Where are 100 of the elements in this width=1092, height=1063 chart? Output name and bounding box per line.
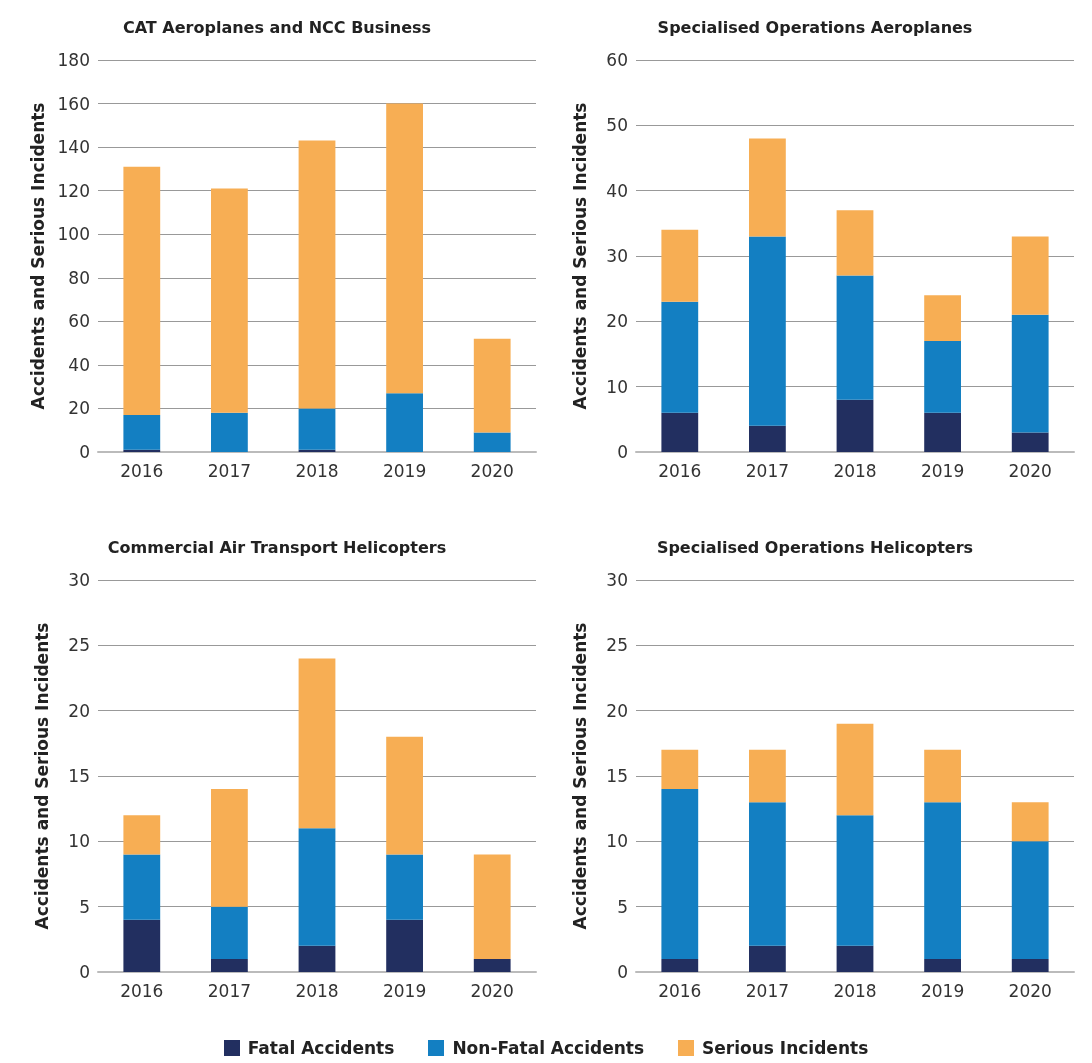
y-tick-label: 100	[57, 224, 90, 245]
y-tick-label: 180	[57, 50, 90, 70]
bar	[749, 749, 786, 803]
bar	[836, 210, 874, 276]
bar	[123, 815, 161, 855]
bar	[123, 166, 161, 415]
bar	[298, 828, 336, 946]
x-tick-label: 2016	[120, 980, 164, 1001]
bar	[749, 236, 786, 426]
x-tick-label: 2020	[1008, 460, 1052, 481]
bar	[211, 789, 248, 907]
bar	[298, 449, 336, 452]
bar	[924, 802, 961, 959]
y-tick-label: 15	[68, 766, 90, 786]
y-tick-label: 30	[606, 570, 628, 590]
x-tick-label: 2019	[920, 980, 965, 1001]
bar	[661, 958, 699, 972]
bar	[473, 958, 511, 972]
legend-label: Non-Fatal Accidents	[452, 1038, 645, 1058]
y-tick-label: 80	[68, 267, 90, 288]
bar	[1011, 958, 1049, 972]
bar	[1011, 432, 1049, 452]
y-tick-label: 20	[606, 700, 628, 721]
y-tick-label: 50	[606, 115, 628, 136]
x-tick-label: 2016	[658, 980, 702, 1001]
legend-label: Fatal Accidents	[247, 1038, 395, 1058]
bar	[211, 906, 248, 959]
y-tick-label: 40	[606, 180, 628, 201]
y-tick-label: 5	[617, 896, 628, 917]
bar	[1011, 236, 1049, 315]
x-tick-label: 2019	[382, 460, 427, 481]
y-axis-title: Accidents and Serious Incidents	[569, 102, 590, 410]
y-tick-label: 0	[617, 442, 628, 462]
y-tick-label: 160	[57, 93, 90, 114]
bar	[123, 919, 161, 972]
bar	[298, 658, 336, 829]
bar	[1011, 314, 1049, 433]
bar	[386, 393, 423, 452]
bar	[473, 432, 511, 452]
y-tick-label: 0	[617, 962, 628, 982]
bar	[924, 295, 961, 341]
bar	[924, 958, 961, 972]
y-tick-label: 10	[68, 831, 90, 852]
bar	[749, 425, 786, 452]
y-axis-title: Accidents and Serious Incidents	[31, 622, 52, 930]
bar	[123, 449, 161, 452]
x-tick-label: 2020	[1008, 980, 1052, 1001]
x-tick-label: 2018	[833, 460, 877, 481]
bar	[123, 414, 161, 450]
bar	[386, 854, 423, 920]
legend-label: Serious Incidents	[702, 1038, 869, 1058]
y-tick-label: 10	[606, 376, 628, 397]
x-tick-label: 2016	[120, 460, 164, 481]
y-tick-label: 40	[68, 354, 90, 375]
y-tick-label: 60	[68, 311, 90, 332]
y-tick-label: 25	[68, 635, 90, 656]
bar	[661, 412, 699, 452]
bar	[836, 723, 874, 816]
y-tick-label: 20	[68, 700, 90, 721]
bar	[661, 301, 699, 413]
chart-title: Specialised Operations Aeroplanes	[657, 17, 973, 37]
y-axis-title: Accidents and Serious Incidents	[569, 622, 590, 930]
bar	[1011, 802, 1049, 842]
y-tick-label: 30	[606, 246, 628, 266]
bar	[836, 815, 874, 946]
bar	[473, 854, 511, 959]
bar	[924, 749, 961, 803]
y-tick-label: 0	[79, 962, 90, 982]
x-tick-label: 2018	[295, 980, 339, 1001]
bar	[386, 736, 423, 855]
bar	[211, 412, 248, 452]
y-tick-label: 0	[79, 442, 90, 462]
bar	[386, 919, 423, 972]
bar	[924, 340, 961, 413]
bar	[749, 945, 786, 972]
bar	[1011, 841, 1049, 959]
x-tick-label: 2017	[207, 460, 252, 481]
bar	[661, 789, 699, 959]
bar	[836, 275, 874, 400]
x-tick-label: 2016	[658, 460, 702, 481]
y-tick-label: 60	[606, 50, 628, 70]
x-tick-label: 2019	[382, 980, 427, 1001]
bar	[211, 958, 248, 972]
x-tick-label: 2018	[295, 460, 339, 481]
y-tick-label: 20	[606, 311, 628, 332]
bar	[386, 103, 423, 394]
bar	[661, 229, 699, 302]
bar	[298, 945, 336, 972]
y-tick-label: 5	[79, 896, 90, 917]
y-tick-label: 120	[57, 180, 90, 201]
y-tick-label: 30	[68, 570, 90, 590]
y-axis-title: Accidents and Serious Incidents	[28, 102, 49, 410]
bar	[749, 802, 786, 946]
bar	[836, 945, 874, 972]
chart-title: Specialised Operations Helicopters	[656, 537, 974, 557]
x-tick-label: 2017	[745, 460, 790, 481]
y-tick-label: 25	[606, 635, 628, 656]
x-tick-label: 2020	[470, 460, 514, 481]
x-tick-label: 2018	[833, 980, 877, 1001]
bar	[298, 140, 336, 409]
